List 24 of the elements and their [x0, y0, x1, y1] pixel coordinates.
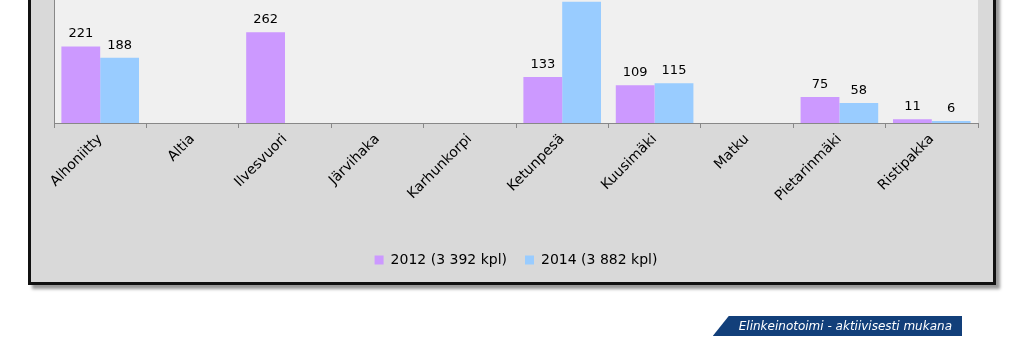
bar: [800, 97, 840, 123]
data-label: 109: [622, 64, 648, 80]
text: Elinkeinotoimi - aktiivisesti mukana: [712, 316, 962, 336]
data-label: 58: [850, 81, 868, 97]
bar: [246, 32, 285, 123]
data-label: 11: [904, 98, 921, 114]
data-label: 6: [947, 99, 956, 115]
bar: [61, 46, 101, 123]
bar: [892, 119, 932, 123]
bar: [562, 1, 602, 123]
data-label: 188: [107, 36, 133, 52]
legend-label: 2012 (3 392 kpl): [390, 250, 508, 267]
data-label: 221: [68, 25, 94, 41]
data-label: 262: [253, 11, 279, 27]
data-label: 115: [661, 62, 687, 78]
data-label: 133: [530, 55, 556, 71]
bar: [839, 102, 879, 123]
bar: [615, 85, 655, 123]
bar: [523, 76, 563, 123]
legend-label: 2014 (3 882 kpl): [541, 250, 658, 267]
bar: [100, 57, 140, 123]
bar: [654, 83, 694, 123]
bar: [931, 120, 971, 123]
data-label: 75: [811, 75, 829, 91]
